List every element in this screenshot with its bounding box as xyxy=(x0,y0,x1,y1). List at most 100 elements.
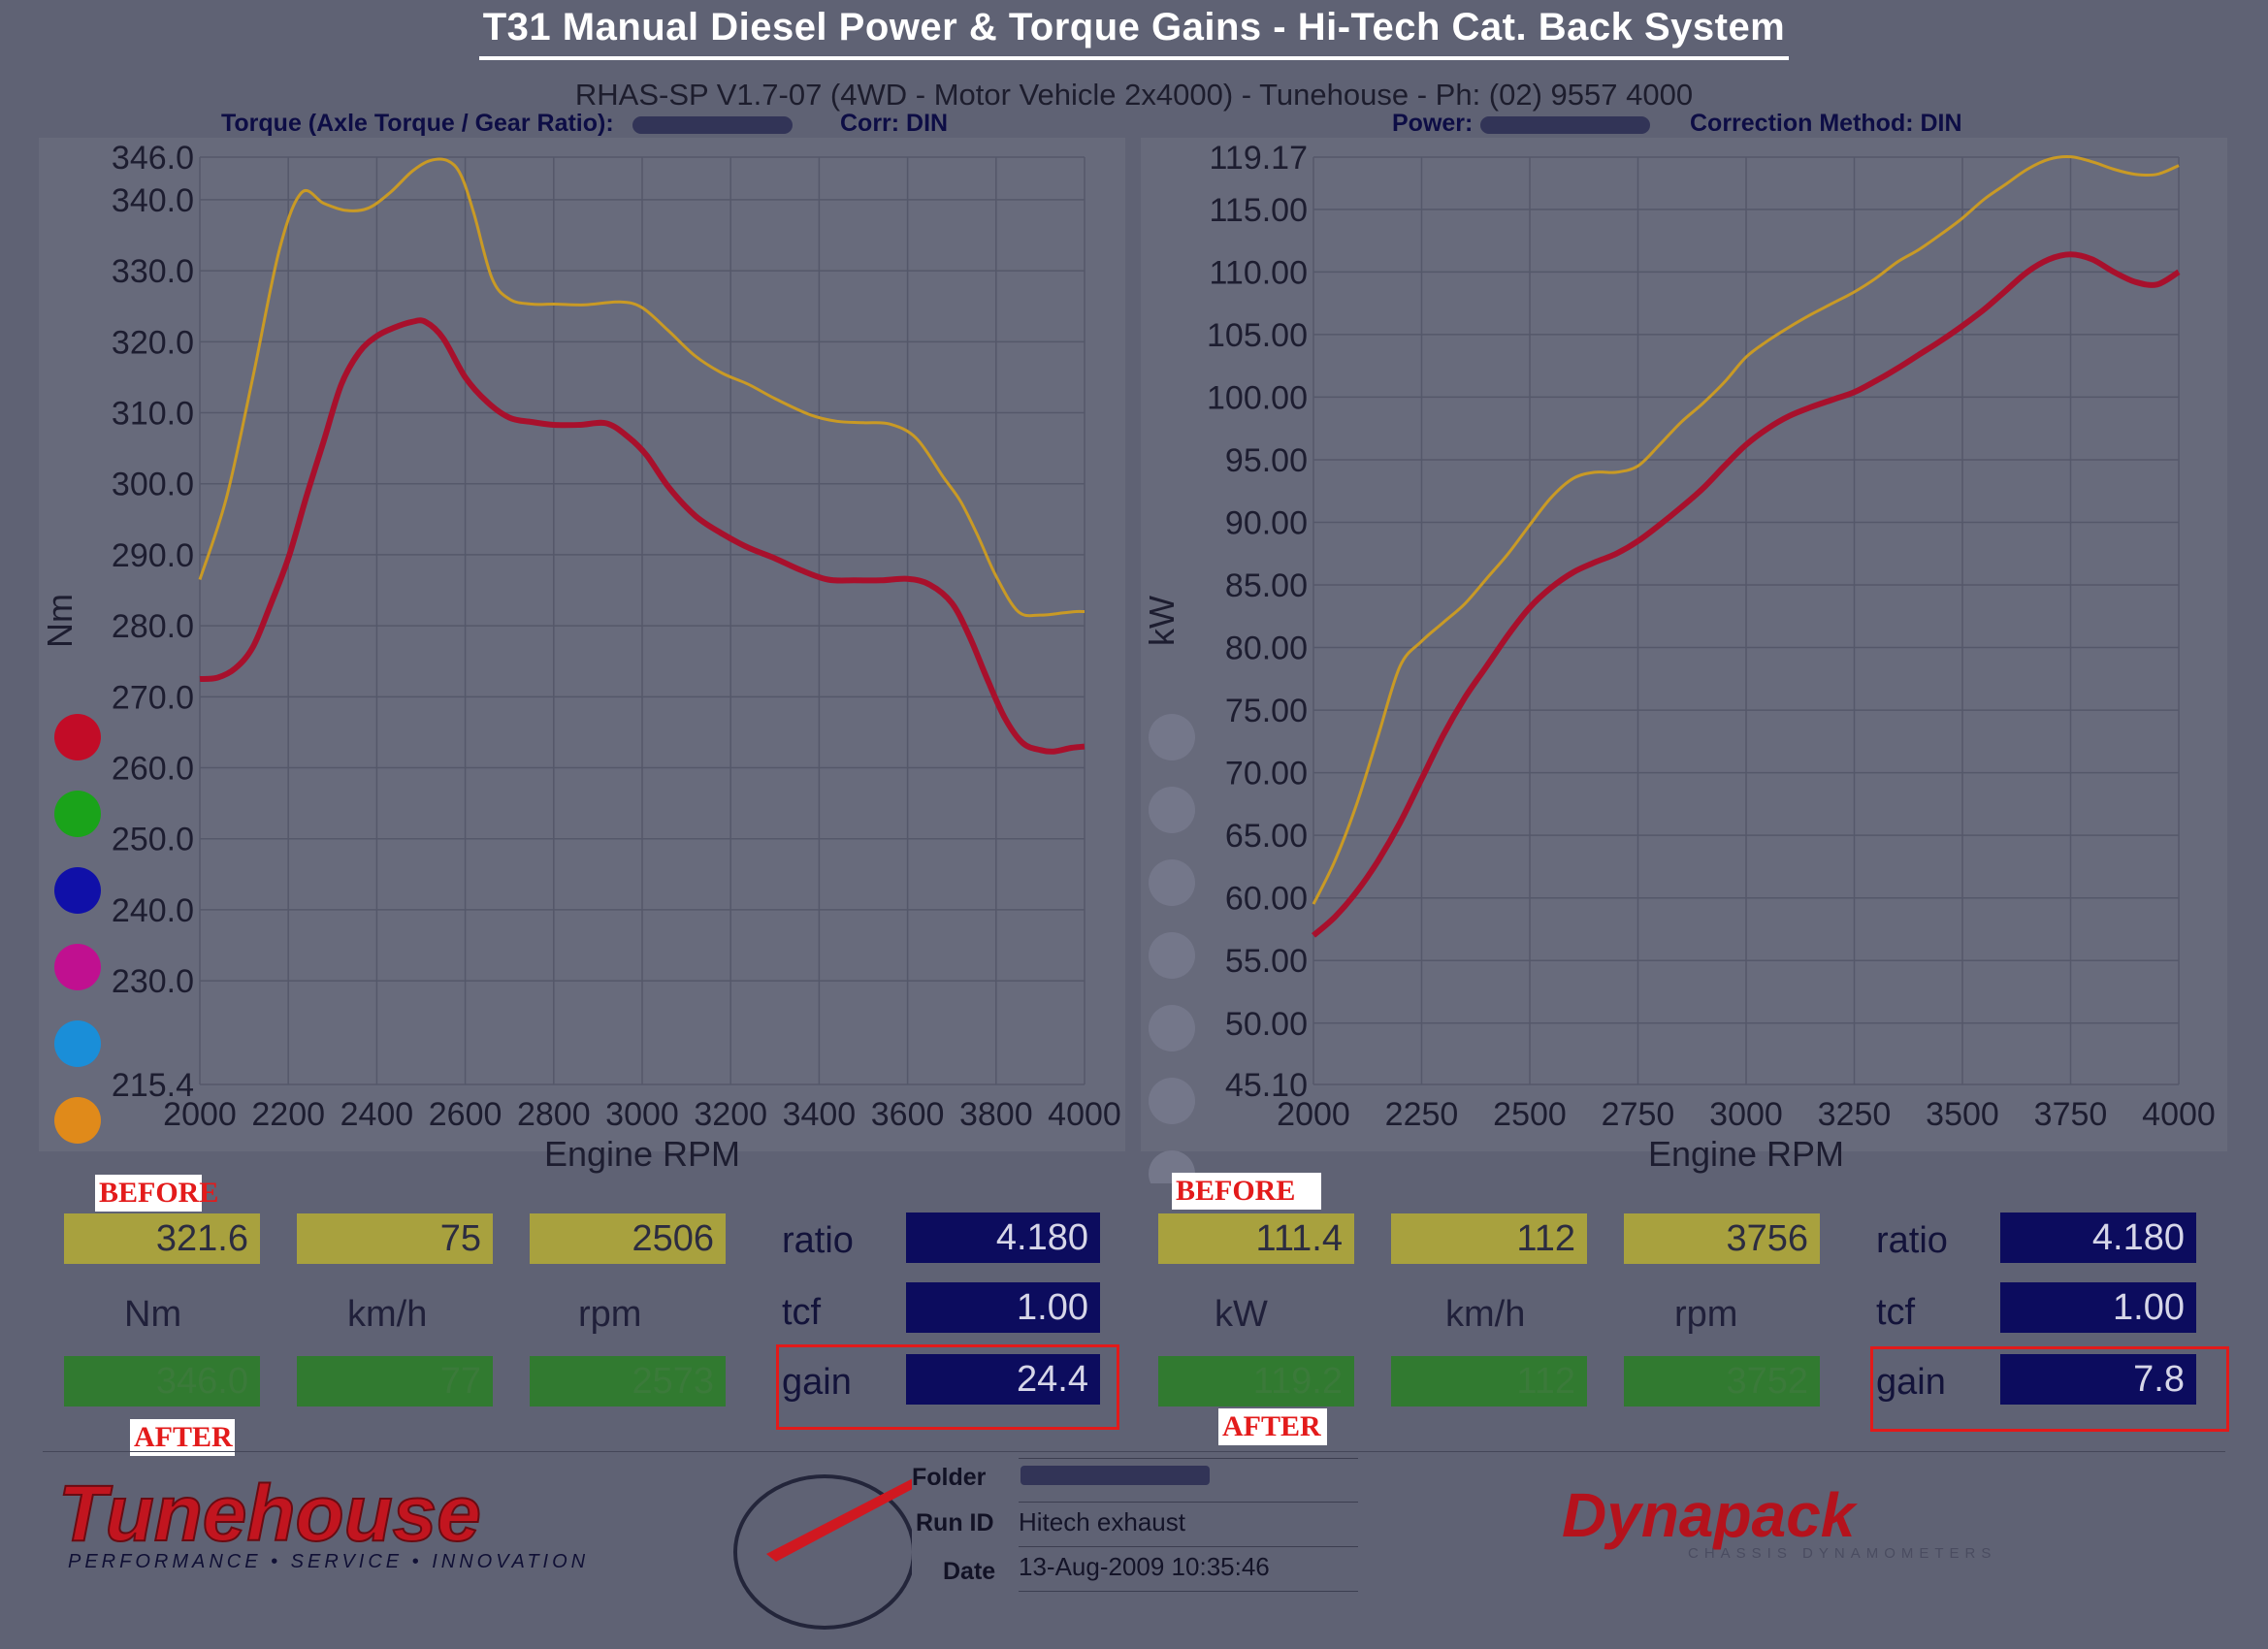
before-rpm-box-right: 3756 xyxy=(1624,1213,1820,1264)
title-underline xyxy=(479,56,1789,60)
redacted-torque-ratio xyxy=(632,116,793,134)
ratio-label-left: ratio xyxy=(782,1220,854,1261)
after-tag-left: AFTER xyxy=(130,1419,235,1456)
tunehouse-wordmark: Tunehouse xyxy=(58,1470,481,1558)
unit-nm: Nm xyxy=(124,1294,182,1335)
torque-y-tick: 290.0 xyxy=(112,537,194,574)
torque-y-tick: 340.0 xyxy=(112,182,194,219)
before-rpm-box: 2506 xyxy=(530,1213,726,1264)
ratio-value-left: 4.180 xyxy=(906,1212,1100,1263)
torque-before-curve xyxy=(199,317,1085,755)
power-legend-dot xyxy=(1149,1005,1195,1051)
torque-y-tick: 300.0 xyxy=(112,467,194,503)
power-x-tick: 4000 xyxy=(2142,1096,2216,1133)
tunehouse-logo: Tunehouse PERFORMANCE • SERVICE • INNOVA… xyxy=(57,1469,912,1630)
torque-x-tick: 3800 xyxy=(959,1096,1033,1133)
power-y-tick: 90.00 xyxy=(1225,504,1308,541)
torque-y-tick: 270.0 xyxy=(112,679,194,716)
torque-x-tick: 2800 xyxy=(517,1096,591,1133)
dynapack-wordmark: Dynapack xyxy=(1562,1480,1859,1550)
unit-rpm-left: rpm xyxy=(578,1294,642,1335)
power-before-curve xyxy=(1312,251,2181,938)
torque-chart: 2000 2200 2400 2600 2800 3000 3200 3400 3600 3800… xyxy=(40,140,1121,1174)
after-tag-right: AFTER xyxy=(1218,1408,1327,1445)
tcf-value-right: 1.00 xyxy=(2000,1282,2196,1333)
date-label: Date xyxy=(943,1558,996,1585)
torque-legend-dot xyxy=(54,867,101,914)
ratio-value-right: 4.180 xyxy=(2000,1212,2196,1263)
before-tag-left: BEFORE xyxy=(95,1175,218,1212)
ratio-label-right: ratio xyxy=(1876,1220,1948,1261)
runid-line xyxy=(1019,1546,1358,1547)
power-y-label: kW xyxy=(1142,596,1182,646)
unit-kmh-left: km/h xyxy=(347,1294,428,1335)
after-power-box: 119.2 xyxy=(1158,1356,1354,1406)
torque-y-tick: 240.0 xyxy=(112,892,194,929)
torque-y-tick: 346.0 xyxy=(112,140,194,177)
folder-line xyxy=(1019,1502,1358,1503)
after-rpm-box: 2573 xyxy=(530,1356,726,1406)
power-y-tick: 100.00 xyxy=(1207,379,1308,416)
torque-y-tick: 280.0 xyxy=(112,608,194,645)
torque-legend-dot xyxy=(54,714,101,760)
power-y-tick: 65.00 xyxy=(1225,818,1308,855)
power-y-tick: 115.00 xyxy=(1210,192,1308,229)
power-legend-dot xyxy=(1149,1078,1195,1124)
power-y-tick: 80.00 xyxy=(1225,630,1308,667)
power-y-tick: 85.00 xyxy=(1225,567,1308,604)
power-y-tick: 55.00 xyxy=(1225,943,1308,980)
power-y-tick: 110.00 xyxy=(1210,254,1308,291)
power-header-label: Power: xyxy=(1392,110,1474,137)
gain-value-left: 24.4 xyxy=(906,1354,1100,1405)
power-legend-dot xyxy=(1149,714,1195,760)
redacted-folder xyxy=(1021,1466,1210,1485)
power-corr-label: Correction Method: DIN xyxy=(1690,110,1962,137)
redacted-power-value xyxy=(1480,116,1650,134)
power-x-tick: 3000 xyxy=(1709,1096,1783,1133)
torque-legend-dot xyxy=(54,1020,101,1067)
torque-corr-label: Corr: DIN xyxy=(840,110,949,137)
power-x-tick: 2500 xyxy=(1493,1096,1567,1133)
torque-after-curve xyxy=(198,157,1085,618)
dyno-header: RHAS-SP V1.7-07 (4WD - Motor Vehicle 2x4… xyxy=(574,78,1694,112)
page-title: T31 Manual Diesel Power & Torque Gains -… xyxy=(482,6,1786,48)
torque-y-tick: 310.0 xyxy=(112,396,194,433)
tcf-label-right: tcf xyxy=(1876,1292,1916,1333)
footer-divider xyxy=(43,1451,2225,1452)
before-speed-box: 75 xyxy=(297,1213,493,1264)
after-rpm-box-right: 3752 xyxy=(1624,1356,1820,1406)
power-y-tick: 95.00 xyxy=(1225,442,1308,479)
power-y-tick: 105.00 xyxy=(1207,317,1308,354)
power-y-tick: 75.00 xyxy=(1225,693,1308,729)
gain-highlight-left xyxy=(776,1344,1119,1430)
unit-kmh-right: km/h xyxy=(1445,1294,1526,1335)
torque-x-tick: 2200 xyxy=(251,1096,325,1133)
torque-y-tick: 330.0 xyxy=(112,253,194,290)
power-x-label: Engine RPM xyxy=(1648,1134,1844,1174)
gain-highlight-right xyxy=(1870,1346,2229,1432)
torque-x-tick: 2400 xyxy=(340,1096,414,1133)
dynapack-tagline: CHASSIS DYNAMOMETERS xyxy=(1688,1545,1996,1562)
torque-x-tick: 2600 xyxy=(429,1096,502,1133)
power-legend-dot xyxy=(1149,859,1195,906)
gain-value-right: 7.8 xyxy=(2000,1354,2196,1405)
before-power-box: 111.4 xyxy=(1158,1213,1354,1264)
power-after-curve xyxy=(1312,155,2180,905)
torque-legend-dot xyxy=(54,791,101,837)
before-torque-box: 321.6 xyxy=(64,1213,260,1264)
dynapack-logo: Dynapack CHASSIS DYNAMOMETERS xyxy=(1562,1480,1996,1562)
folder-label: Folder xyxy=(912,1464,987,1491)
after-speed-box: 77 xyxy=(297,1356,493,1406)
torque-header-label: Torque (Axle Torque / Gear Ratio): xyxy=(221,110,614,137)
torque-y-label: Nm xyxy=(40,594,80,648)
power-chart: 2000 2250 2500 2750 3000 3250 3500 3750 4000 119.… xyxy=(1142,140,2216,1183)
torque-y-tick: 230.0 xyxy=(112,963,194,1000)
power-x-tick: 2750 xyxy=(1602,1096,1675,1133)
power-x-tick: 2250 xyxy=(1385,1096,1459,1133)
runid-value: Hitech exhaust xyxy=(1019,1507,1185,1536)
unit-rpm-right: rpm xyxy=(1674,1294,1738,1335)
power-y-tick: 50.00 xyxy=(1225,1006,1308,1043)
torque-y-tick: 250.0 xyxy=(112,822,194,858)
torque-x-tick: 4000 xyxy=(1048,1096,1121,1133)
tcf-value-left: 1.00 xyxy=(906,1282,1100,1333)
